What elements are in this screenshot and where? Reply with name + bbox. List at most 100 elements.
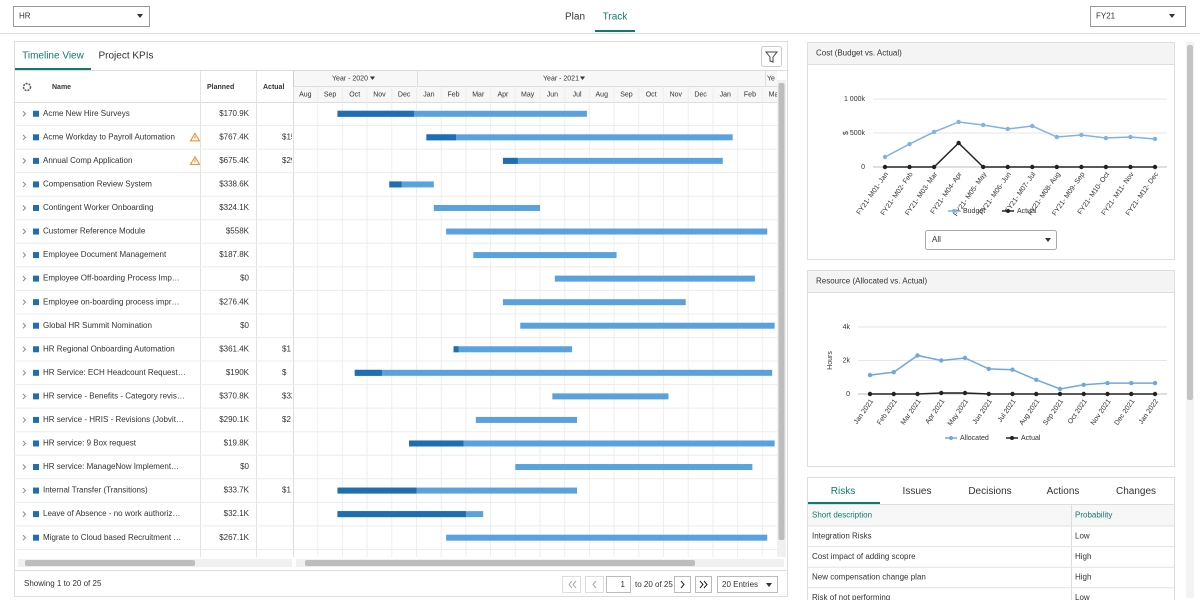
- risk-cell: High: [1075, 573, 1091, 582]
- project-name: Customer Reference Module: [43, 227, 146, 236]
- project-color: [33, 487, 39, 494]
- scroll-thumb[interactable]: [778, 83, 785, 540]
- active-tab-underline: [595, 30, 635, 32]
- fiscal-year-dropdown[interactable]: [1090, 6, 1186, 27]
- page-input[interactable]: [606, 576, 631, 593]
- timeline-panel: [14, 41, 788, 597]
- risks-tab[interactable]: Changes: [1116, 486, 1156, 497]
- expand-chevron[interactable]: [22, 181, 27, 188]
- data-point: [1034, 391, 1039, 397]
- data-point: [931, 129, 937, 135]
- next-page-button[interactable]: [674, 576, 691, 593]
- legend-swatch: [949, 436, 953, 440]
- first-page-button[interactable]: [562, 576, 581, 593]
- y-tick-label: 0: [861, 164, 865, 171]
- project-color: [33, 393, 39, 400]
- project-color: [33, 299, 39, 306]
- scroll-thumb[interactable]: [25, 560, 195, 566]
- expand-chevron[interactable]: [22, 393, 27, 400]
- project-name: Internal Transfer (Transitions): [43, 486, 148, 495]
- project-color: [33, 181, 39, 188]
- settings-icon[interactable]: [22, 82, 32, 92]
- project-color: [33, 275, 39, 282]
- scroll-thumb[interactable]: [1187, 45, 1193, 400]
- column-header: Short description: [812, 511, 872, 520]
- expand-chevron[interactable]: [22, 252, 27, 258]
- project-name: HR service: 9 Box request: [43, 439, 137, 448]
- data-point: [1105, 391, 1110, 397]
- planned-cost: $767.4K: [219, 132, 249, 141]
- actual-cost: $: [282, 368, 287, 377]
- project-name: Acme New Hire Surveys: [43, 109, 130, 118]
- risks-tab[interactable]: Actions: [1047, 486, 1080, 497]
- expand-chevron[interactable]: [22, 534, 27, 541]
- data-point: [1152, 136, 1158, 142]
- risks-tab[interactable]: Issues: [903, 486, 932, 497]
- planned-cost: $558K: [226, 227, 250, 236]
- next-page-icon: [680, 580, 685, 589]
- expand-chevron[interactable]: [22, 487, 27, 494]
- timeline-bar: [453, 346, 573, 353]
- expand-chevron[interactable]: [22, 134, 27, 141]
- previous-page-button[interactable]: [585, 576, 604, 593]
- year-arrow: [580, 76, 585, 80]
- expand-chevron[interactable]: [22, 158, 27, 164]
- risks-tab[interactable]: Risks: [831, 486, 855, 497]
- y-tick-label: 500k: [850, 130, 866, 137]
- expand-chevron[interactable]: [22, 417, 27, 423]
- risks-panel: [807, 477, 1175, 600]
- project-name: HR service - Benefits - Category revis…: [43, 391, 185, 400]
- scroll-thumb[interactable]: [305, 560, 695, 566]
- progress-bar: [337, 110, 415, 117]
- data-point: [931, 164, 937, 170]
- expand-chevron[interactable]: [22, 511, 27, 517]
- data-point: [1057, 391, 1063, 397]
- data-point: [1129, 380, 1134, 386]
- data-point: [1128, 164, 1133, 170]
- expand-chevron[interactable]: [22, 275, 27, 282]
- expand-chevron[interactable]: [22, 299, 27, 306]
- year-label: Ye: [767, 75, 775, 82]
- expand-chevron[interactable]: [22, 110, 27, 117]
- column-header: Name: [52, 84, 71, 91]
- expand-chevron[interactable]: [22, 322, 27, 329]
- timeline-view-tab[interactable]: Timeline View: [22, 51, 84, 62]
- y-tick-label: 1 000k: [844, 96, 866, 103]
- risks-tab[interactable]: Decisions: [968, 486, 1011, 497]
- year-label: Year - 2021: [543, 75, 579, 82]
- project-kpis-tab[interactable]: Project KPIs: [98, 51, 153, 62]
- project-name: Global HR Summit Nomination: [43, 321, 152, 330]
- track-tab[interactable]: Track: [603, 12, 629, 23]
- legend-swatch: [1006, 209, 1010, 213]
- data-point: [1057, 386, 1063, 392]
- timeline-bar: [433, 204, 540, 211]
- data-point: [907, 164, 912, 170]
- risk-cell: Low: [1075, 593, 1090, 600]
- plan-tab[interactable]: Plan: [565, 12, 585, 23]
- data-point: [915, 391, 920, 397]
- filter-button[interactable]: [761, 46, 782, 67]
- cost-filter-dropdown[interactable]: [925, 230, 1057, 250]
- project-name: Employee on-boarding process impr…: [43, 297, 180, 306]
- cost-title: Cost (Budget vs. Actual): [816, 49, 902, 58]
- planned-cost: $0: [240, 462, 249, 471]
- expand-chevron[interactable]: [22, 464, 27, 470]
- expand-chevron[interactable]: [22, 440, 27, 447]
- data-point: [1081, 391, 1086, 397]
- project-color: [33, 134, 39, 141]
- progress-bar: [502, 157, 518, 164]
- page-size-dropdown[interactable]: [717, 576, 778, 593]
- expand-chevron[interactable]: [22, 369, 27, 376]
- department-dropdown[interactable]: [13, 6, 150, 27]
- expand-chevron[interactable]: [22, 228, 27, 235]
- progress-bar: [409, 440, 464, 447]
- risk-cell: Cost impact of adding scopre: [812, 552, 916, 561]
- project-name: Compensation Review System: [43, 180, 152, 189]
- cost-filter-value: All: [932, 235, 941, 244]
- column-header: Actual: [263, 84, 284, 91]
- month-label: Sep: [620, 91, 633, 98]
- project-name: Annual Comp Application: [43, 156, 132, 165]
- expand-chevron[interactable]: [22, 205, 27, 211]
- month-label: Oct: [646, 91, 657, 98]
- expand-chevron[interactable]: [22, 346, 27, 353]
